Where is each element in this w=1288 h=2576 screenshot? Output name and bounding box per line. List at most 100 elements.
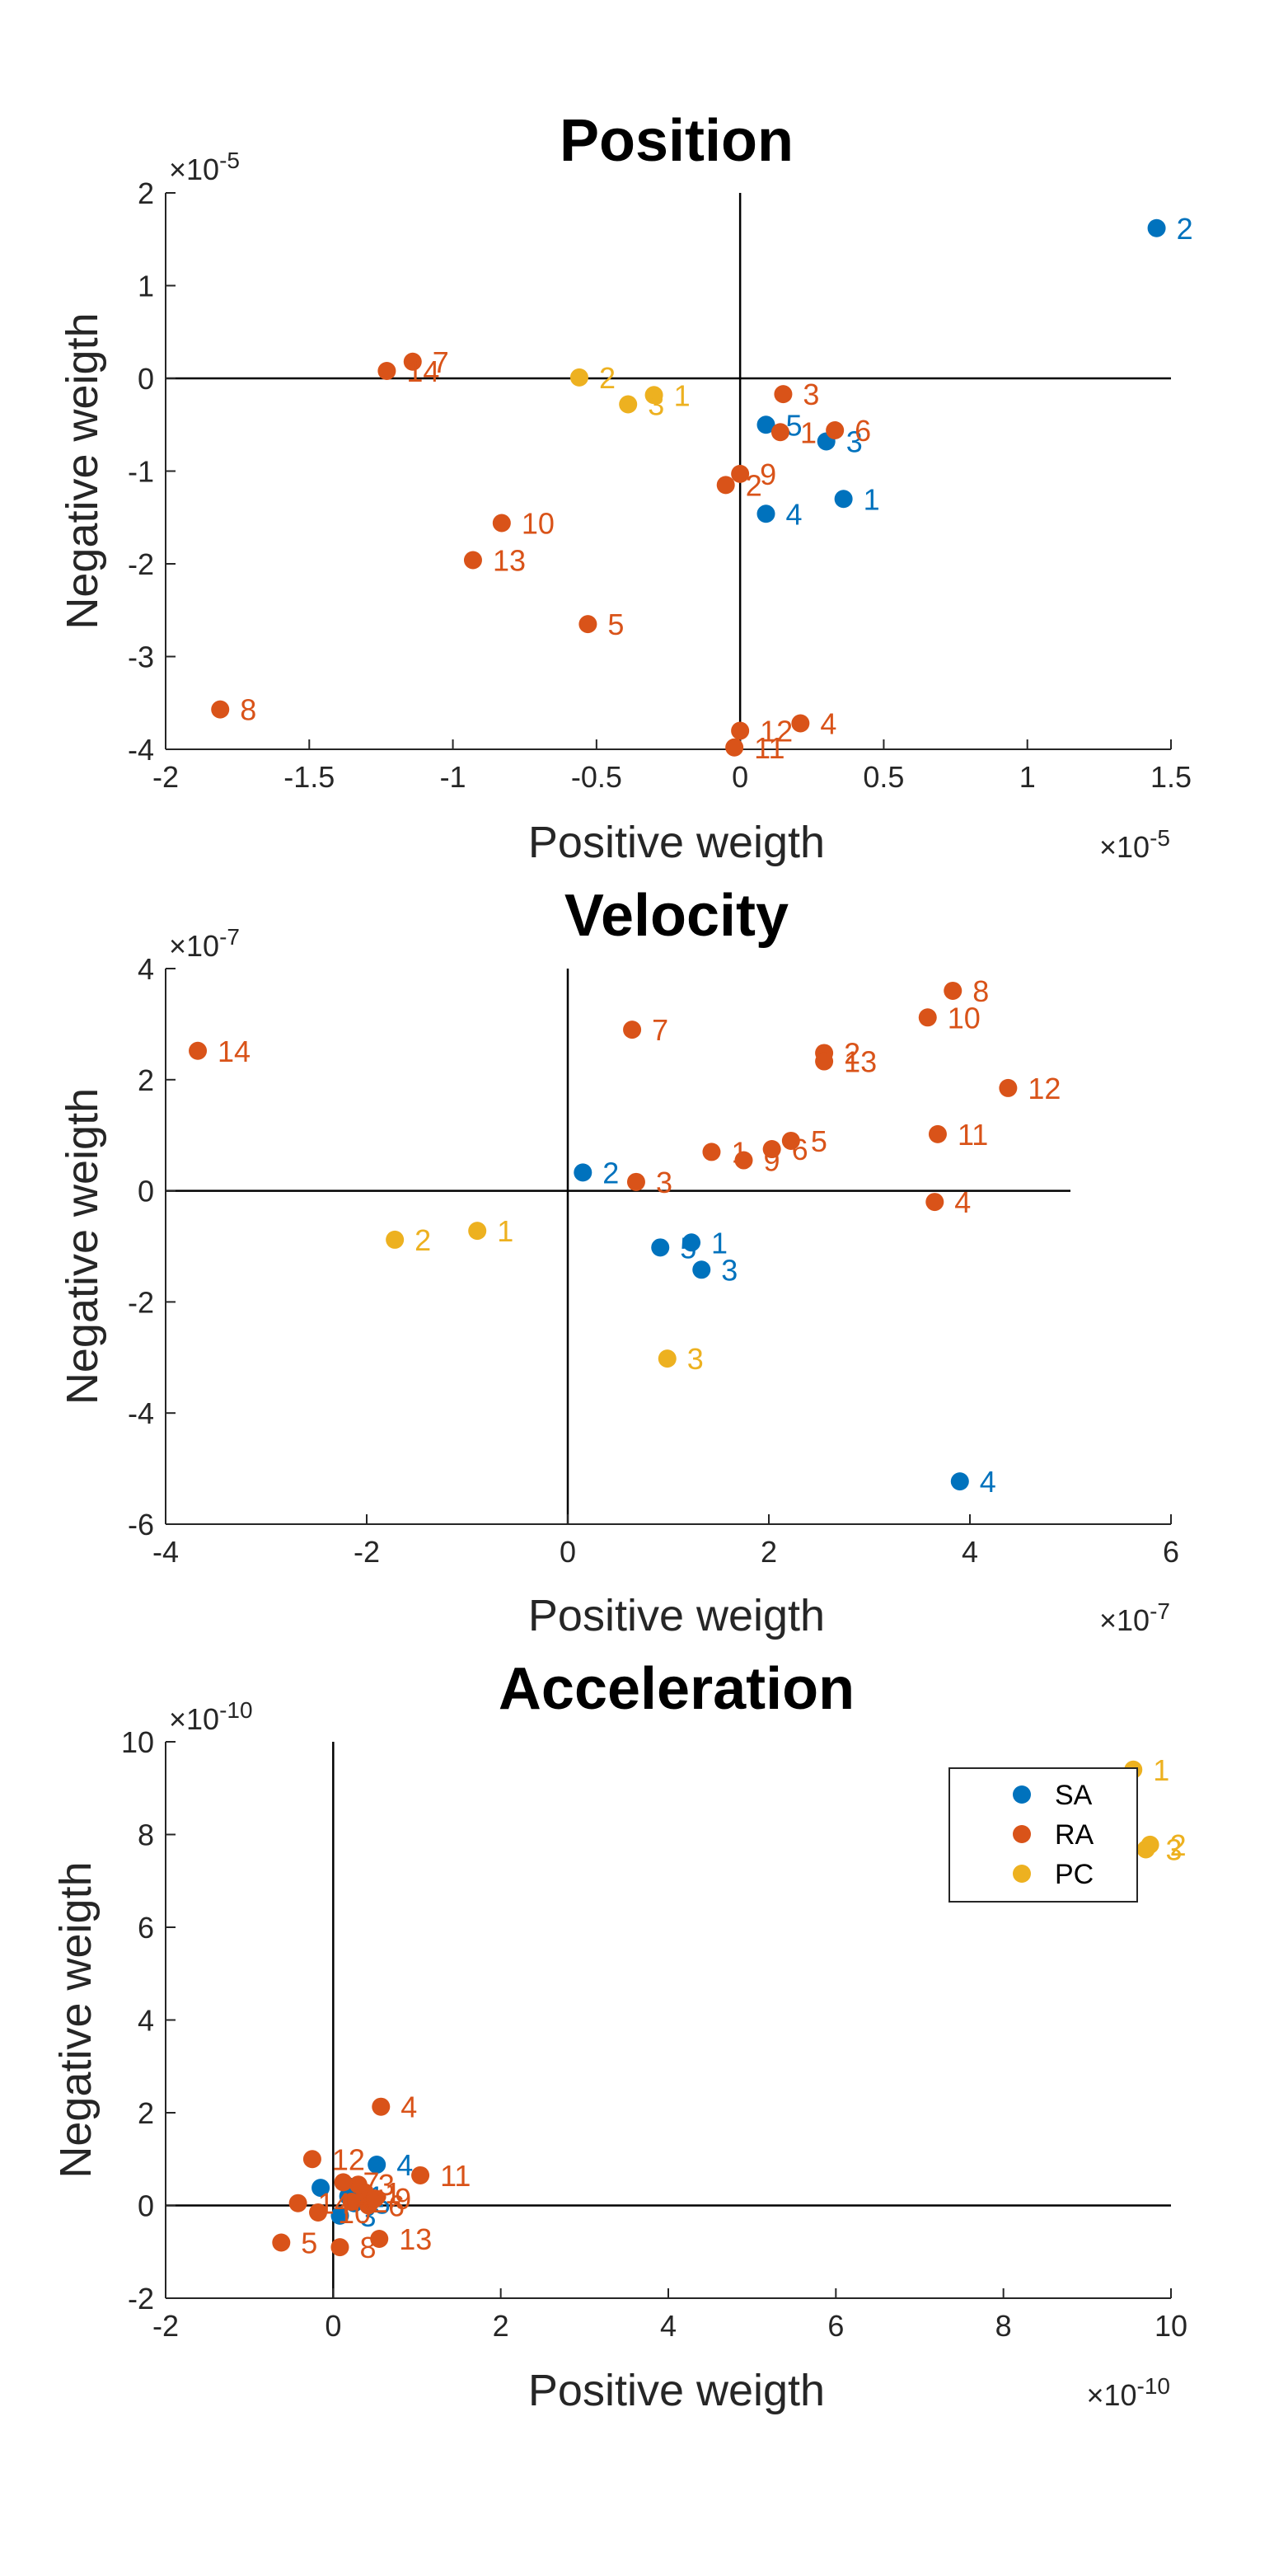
x-tick-label: 0.5	[863, 760, 904, 794]
y-tick-label: -2	[128, 1285, 154, 1319]
data-point	[189, 1041, 208, 1060]
data-point	[578, 615, 597, 634]
data-point	[774, 385, 793, 404]
data-label: 5	[607, 608, 624, 641]
data-point	[574, 1163, 592, 1182]
x-tick-label: -0.5	[571, 760, 622, 794]
data-point	[826, 421, 845, 439]
data-label: 3	[656, 1166, 672, 1199]
y-tick-label: 0	[138, 2189, 154, 2223]
data-label: 2	[1170, 1828, 1187, 1862]
y-tick-label: 10	[121, 1725, 154, 1759]
x-tick-label: 0	[732, 760, 748, 794]
x-tick-label: 6	[827, 2309, 844, 2343]
y-exponent-label: ×10-10	[169, 1697, 253, 1736]
data-point	[644, 386, 663, 405]
x-tick-label: 2	[493, 2309, 509, 2343]
data-label: 4	[820, 707, 836, 741]
x-tick-label: -4	[152, 1535, 179, 1569]
data-point	[731, 464, 750, 483]
data-label: 13	[844, 1045, 877, 1079]
y-tick-label: -2	[128, 547, 154, 581]
data-label: 2	[415, 1223, 431, 1257]
data-label: 2	[746, 468, 762, 502]
x-exponent-label: ×10-7	[1099, 1598, 1170, 1637]
series-sa: 1 2 3 4 5	[574, 1156, 996, 1499]
data-point	[770, 423, 789, 442]
series-sa: 1 2 3 4 5	[756, 212, 1193, 531]
legend-box	[948, 1767, 1138, 1903]
data-label: 10	[522, 507, 555, 541]
data-label: 2	[844, 1036, 860, 1070]
data-label: 7	[433, 345, 449, 379]
legend-marker-ra	[1013, 1825, 1031, 1843]
data-label: 1	[497, 1214, 513, 1248]
data-label: 4	[980, 1465, 996, 1499]
y-tick-label: -2	[128, 2282, 154, 2316]
data-point	[950, 1472, 969, 1491]
data-label: 12	[1028, 1072, 1061, 1105]
data-point	[918, 1008, 937, 1027]
data-label: 4	[396, 2148, 413, 2182]
x-tick-label: 1.5	[1150, 760, 1192, 794]
chart-title: Velocity	[564, 883, 789, 949]
data-point	[756, 415, 775, 434]
data-point	[781, 1131, 800, 1150]
data-point	[330, 2238, 349, 2257]
chart-panel-position: Position-2 -1.5 -1 -0.5 0 0.5 1 1.5-4-3-2-1012P…	[58, 108, 1193, 867]
data-label: 3	[846, 425, 863, 459]
x-tick-label: 0	[560, 1535, 576, 1569]
data-point	[928, 1124, 947, 1143]
y-tick-label: 4	[138, 952, 154, 986]
y-tick-label: 2	[138, 2096, 154, 2130]
data-label: 3	[1166, 1833, 1183, 1867]
data-label: 12	[332, 2142, 365, 2176]
data-label: 4	[954, 1185, 971, 1219]
data-point	[288, 2194, 307, 2212]
data-label: 14	[318, 2187, 351, 2221]
series-pc: 1 23	[569, 361, 691, 422]
data-label: 12	[760, 715, 793, 748]
data-point	[815, 1052, 834, 1071]
data-point	[403, 352, 422, 371]
data-point	[349, 2175, 368, 2194]
data-point	[731, 721, 750, 740]
data-label: 2	[1177, 212, 1193, 246]
x-tick-label: -2	[354, 1535, 380, 1569]
data-point	[468, 1222, 487, 1241]
y-tick-label: 0	[138, 1175, 154, 1208]
x-tick-label: 1	[1019, 760, 1036, 794]
y-axis-label: Negative weigth	[51, 1861, 101, 2178]
data-point	[211, 700, 230, 719]
x-tick-label: 2	[761, 1535, 777, 1569]
data-point	[411, 2165, 430, 2184]
data-point	[302, 2150, 321, 2169]
data-label: 4	[786, 497, 803, 531]
data-label: 3	[687, 1342, 704, 1376]
data-label: 5	[680, 1231, 696, 1265]
y-tick-label: -4	[128, 1396, 154, 1430]
x-tick-label: 10	[1155, 2309, 1187, 2343]
chart-panel-acceleration: Acceleration -2 0 2 4 6 8 10 -2 0 2 4 6 8 10 Positive w…	[51, 1656, 1187, 2415]
data-label: 6	[792, 1133, 808, 1166]
data-label: 3	[803, 378, 819, 411]
x-axis-label: Positive weigth	[528, 2366, 825, 2415]
data-label: 11	[440, 2159, 471, 2193]
data-label: 5	[811, 1124, 827, 1158]
x-tick-label: -2	[152, 2309, 179, 2343]
data-point	[370, 2230, 389, 2248]
data-label: 9	[395, 2182, 411, 2216]
data-label: 6	[855, 414, 871, 448]
y-exponent-label: ×10-7	[169, 924, 240, 963]
data-label: 5	[301, 2226, 317, 2260]
x-axis-label: Positive weigth	[528, 818, 825, 867]
data-point	[834, 490, 853, 509]
data-point	[762, 1140, 781, 1159]
data-label: 2	[602, 1156, 619, 1189]
data-point	[330, 2206, 349, 2225]
y-exponent-label: ×10-5	[169, 148, 240, 186]
data-point	[626, 1172, 645, 1191]
